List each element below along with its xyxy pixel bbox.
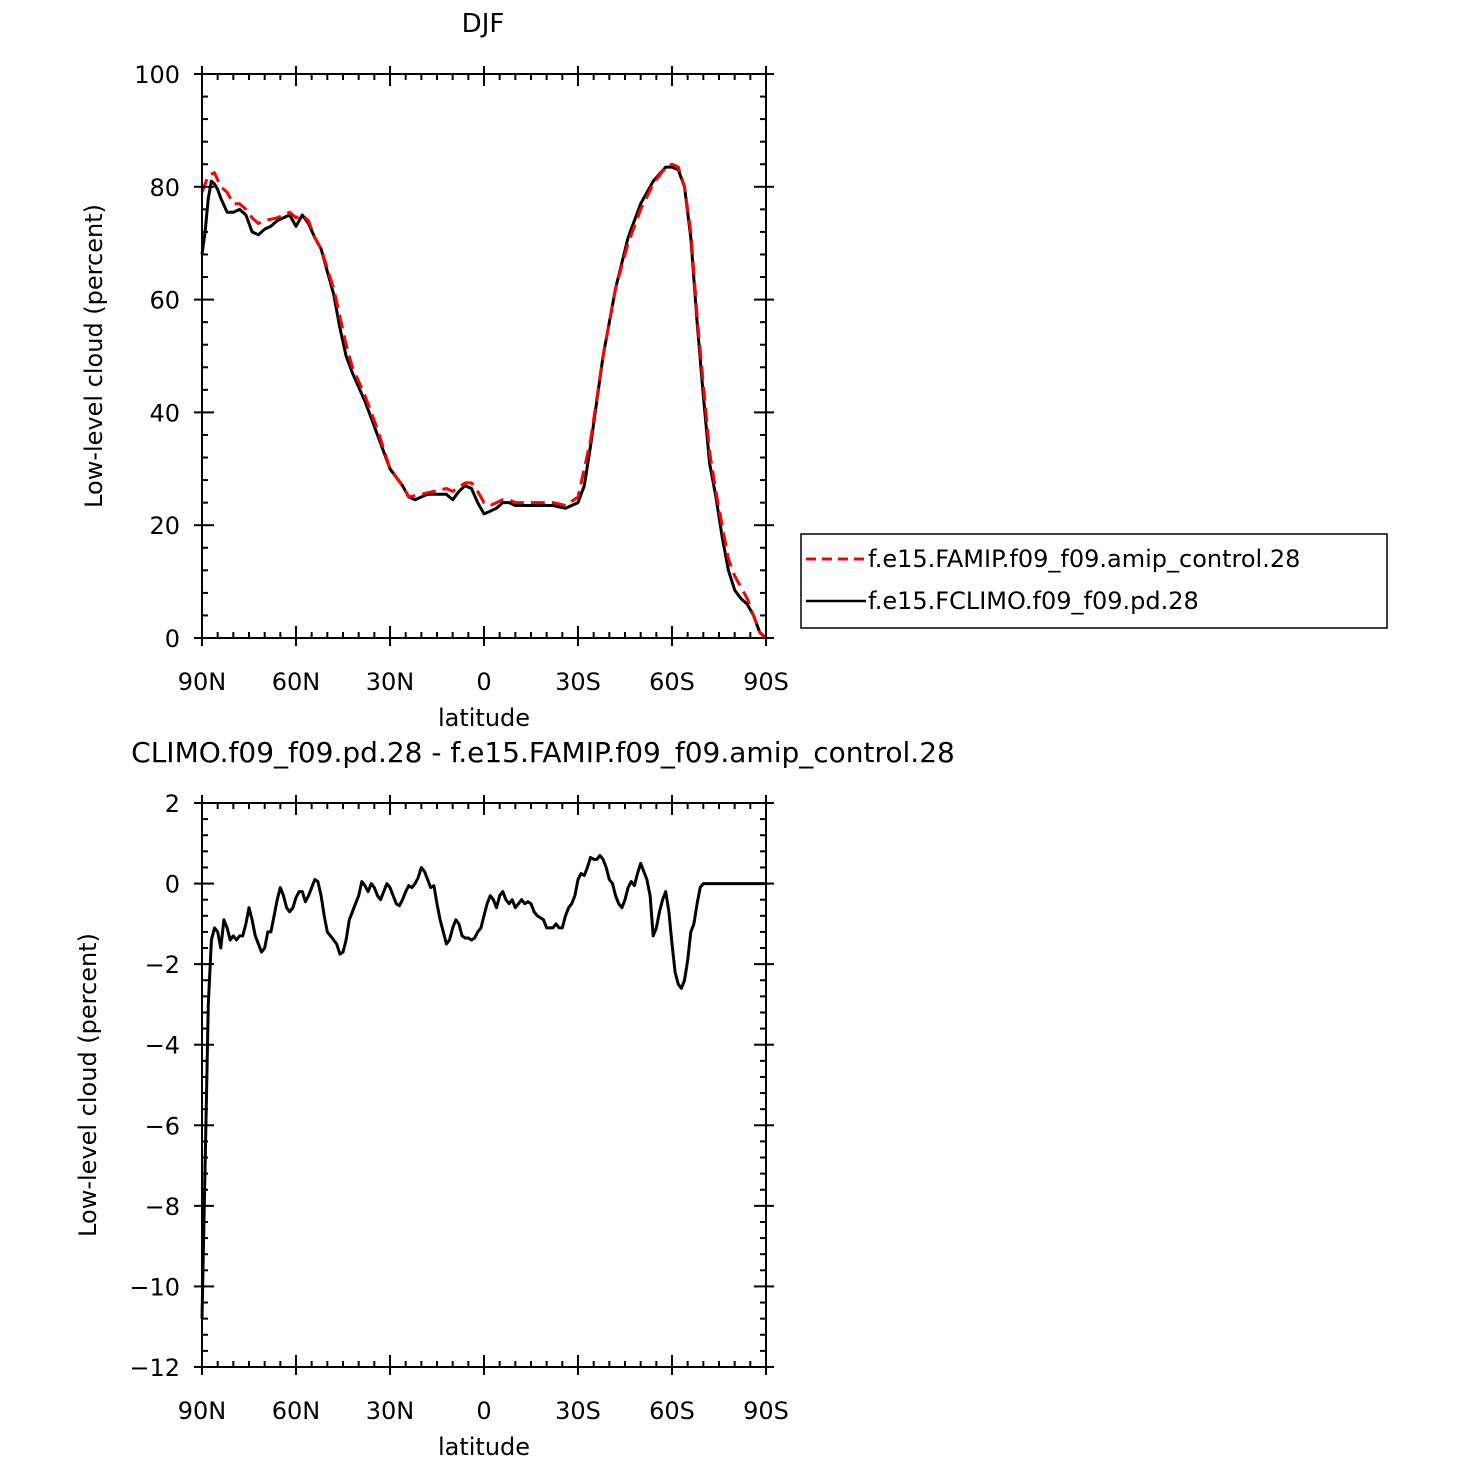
top-panel-plot-lines — [200, 162, 767, 640]
top-panel-series-line-0 — [200, 162, 767, 640]
top-panel-x-tick-label: 30S — [555, 668, 601, 696]
top-panel-y-tick-label: 40 — [149, 399, 180, 427]
top-panel-y-tick-label: 0 — [165, 625, 180, 653]
bottom-panel-y-tick-label: −10 — [129, 1273, 180, 1301]
top-panel-y-tick-label: 20 — [149, 512, 180, 540]
top-panel-x-tick-label: 60N — [272, 668, 321, 696]
bottom-panel-x-axis-label: latitude — [438, 1433, 530, 1461]
top-panel: DJF 90N 60N 30N 0 30S 60S 90S 0 20 40 60 80 100 lati… — [80, 9, 789, 732]
top-panel-x-tick-label: 90S — [743, 668, 789, 696]
bottom-panel-plot-lines — [200, 853, 766, 1319]
bottom-panel-x-tick-label: 60S — [649, 1397, 695, 1425]
legend-entry-fclimo: f.e15.FCLIMO.f09_f09.pd.28 — [868, 587, 1199, 615]
bottom-panel-y-tick-label: −12 — [129, 1354, 180, 1382]
bottom-panel-y-tick-label: −2 — [145, 951, 180, 979]
bottom-panel: CLIMO.f09_f09.pd.28 - f.e15.FAMIP.f09_f0… — [74, 736, 955, 1461]
top-panel-x-tick-label: 90N — [178, 668, 227, 696]
top-panel-x-tick-label: 0 — [476, 668, 491, 696]
top-panel-x-axis-label: latitude — [438, 704, 530, 732]
top-panel-x-tick-label: 30N — [366, 668, 415, 696]
bottom-panel-x-tick-label: 90S — [743, 1397, 789, 1425]
bottom-panel-title: CLIMO.f09_f09.pd.28 - f.e15.FAMIP.f09_f0… — [131, 736, 955, 769]
legend: f.e15.FAMIP.f09_f09.amip_control.28 f.e1… — [800, 533, 1388, 629]
bottom-panel-y-tick-label: −6 — [145, 1112, 180, 1140]
legend-entry-famip: f.e15.FAMIP.f09_f09.amip_control.28 — [868, 545, 1300, 573]
bottom-panel-y-tick-label: −8 — [145, 1193, 180, 1221]
top-panel-y-tick-label: 60 — [149, 287, 180, 315]
bottom-panel-y-axis-label: Low-level cloud (percent) — [74, 933, 102, 1237]
bottom-panel-series-line-0 — [200, 853, 766, 1319]
bottom-panel-x-tick-label: 30S — [555, 1397, 601, 1425]
bottom-panel-x-tick-label: 90N — [178, 1397, 227, 1425]
bottom-panel-x-tick-label: 60N — [272, 1397, 321, 1425]
top-panel-y-tick-label: 80 — [149, 174, 180, 202]
top-panel-series-line-1 — [200, 165, 767, 640]
top-panel-x-tick-label: 60S — [649, 668, 695, 696]
bottom-panel-y-tick-label: 2 — [165, 790, 180, 818]
bottom-panel-y-tick-label: −4 — [145, 1032, 180, 1060]
legend-box — [800, 533, 1388, 629]
bottom-panel-plot-frame — [201, 802, 767, 1368]
top-panel-title: DJF — [462, 9, 505, 39]
top-panel-y-axis-label: Low-level cloud (percent) — [80, 204, 108, 508]
bottom-panel-x-tick-label: 30N — [366, 1397, 415, 1425]
top-panel-plot-frame — [201, 73, 767, 639]
bottom-panel-x-tick-label: 0 — [476, 1397, 491, 1425]
top-panel-y-tick-label: 100 — [134, 61, 180, 89]
bottom-panel-y-tick-label: 0 — [165, 871, 180, 899]
